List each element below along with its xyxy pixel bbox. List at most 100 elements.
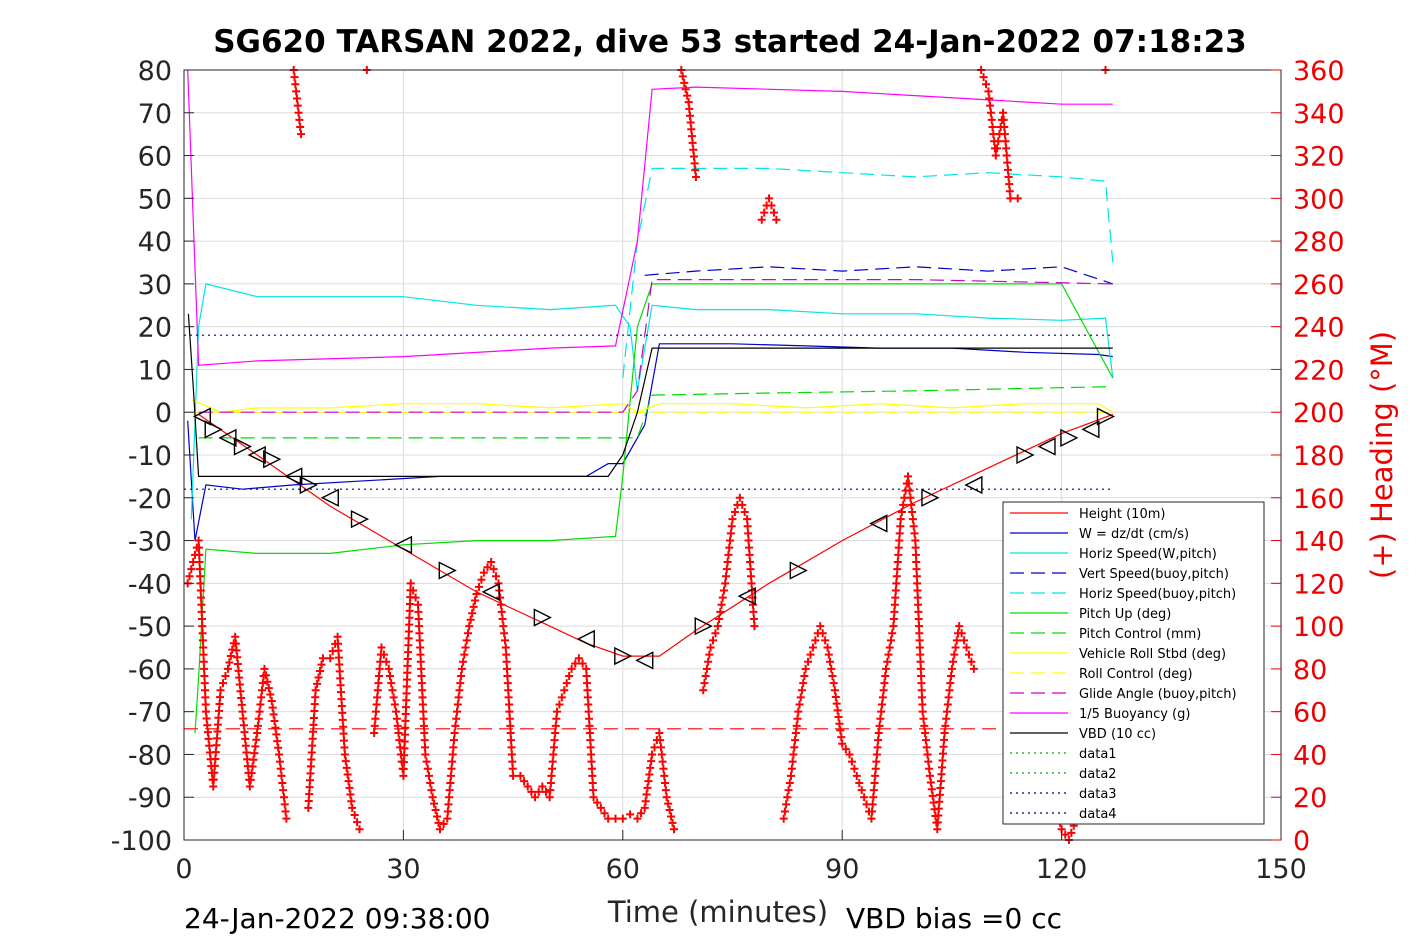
heading-marker	[780, 807, 789, 816]
heading-marker	[837, 733, 846, 742]
heading-marker	[446, 778, 455, 787]
heading-marker	[557, 693, 566, 702]
vbd-marker	[192, 407, 211, 426]
heading-marker	[747, 572, 756, 581]
heading-marker	[516, 771, 525, 780]
heading-marker	[699, 686, 708, 695]
heading-marker	[806, 650, 815, 659]
heading-marker	[399, 771, 408, 780]
heading-marker	[979, 73, 988, 82]
heading-marker	[400, 751, 409, 760]
heading-marker	[724, 550, 733, 559]
heading-marker	[891, 586, 900, 595]
heading-marker	[291, 80, 300, 89]
heading-marker	[717, 600, 726, 609]
heading-marker	[1002, 144, 1011, 153]
heading-marker	[934, 804, 943, 813]
heading-marker	[914, 600, 923, 609]
heading-marker	[337, 695, 346, 704]
heading-marker	[417, 664, 426, 673]
heading-marker	[735, 493, 744, 502]
chart-title: SG620 TARSAN 2022, dive 53 started 24-Ja…	[213, 24, 1247, 60]
heading-marker	[235, 680, 244, 689]
heading-marker	[660, 771, 669, 780]
heading-marker	[702, 664, 711, 673]
heading-marker	[987, 115, 996, 124]
heading-marker	[339, 722, 348, 731]
heading-marker	[992, 144, 1001, 153]
heading-marker	[826, 657, 835, 666]
heading-marker	[343, 770, 352, 779]
heading-marker	[405, 620, 414, 629]
heading-marker	[647, 757, 656, 766]
heading-marker	[277, 771, 286, 780]
heading-marker	[280, 800, 289, 809]
heading-marker	[239, 721, 248, 730]
heading-marker	[335, 667, 344, 676]
heading-marker	[795, 700, 804, 709]
heading-marker	[232, 646, 241, 655]
heading-marker	[468, 609, 477, 618]
heading-marker	[955, 622, 964, 631]
heading-marker	[405, 613, 414, 622]
heading-marker	[587, 757, 596, 766]
heading-marker	[502, 657, 511, 666]
heading-marker	[967, 657, 976, 666]
heading-marker	[204, 734, 213, 743]
heading-marker	[969, 664, 978, 673]
heading-marker	[340, 736, 349, 745]
heading-marker	[292, 94, 301, 103]
heading-marker	[633, 814, 642, 823]
heading-marker	[645, 770, 654, 779]
heading-marker	[847, 757, 856, 766]
heading-marker	[504, 686, 513, 695]
heading-marker	[260, 664, 269, 673]
heading-marker	[962, 643, 971, 652]
heading-marker	[382, 657, 391, 666]
heading-marker	[201, 707, 210, 716]
heading-marker	[370, 721, 379, 730]
heading-marker	[913, 579, 922, 588]
heading-marker	[443, 807, 452, 816]
y-tick-label: 10	[138, 355, 172, 386]
heading-marker	[925, 764, 934, 773]
heading-marker	[584, 707, 593, 716]
heading-marker	[816, 622, 825, 631]
heading-marker	[426, 778, 435, 787]
heading-marker	[986, 101, 995, 110]
heading-marker	[1000, 130, 1009, 139]
heading-marker	[258, 679, 267, 688]
heading-marker	[240, 728, 249, 737]
heading-marker	[418, 686, 427, 695]
heading-marker	[942, 714, 951, 723]
heading-marker	[347, 797, 356, 806]
heading-marker	[718, 593, 727, 602]
y2-tick-label: 20	[1293, 783, 1327, 814]
heading-marker	[765, 194, 774, 203]
heading-marker	[213, 727, 222, 736]
heading-marker	[203, 728, 212, 737]
heading-marker	[371, 707, 380, 716]
heading-marker	[918, 700, 927, 709]
vbd-marker	[393, 535, 413, 554]
heading-marker	[527, 787, 536, 796]
vbd-marker	[204, 420, 223, 439]
heading-marker	[986, 108, 995, 117]
heading-marker	[237, 700, 246, 709]
heading-marker	[784, 786, 793, 795]
heading-marker	[897, 508, 906, 517]
series-line	[194, 283, 1114, 734]
legend-entry: Vehicle Roll Stbd (deg)	[1079, 647, 1226, 662]
heading-marker	[957, 629, 966, 638]
series-layer	[184, 69, 1114, 734]
heading-marker	[565, 672, 574, 681]
heading-marker	[199, 650, 208, 659]
heading-marker	[811, 636, 820, 645]
heading-marker	[221, 672, 230, 681]
heading-marker	[427, 786, 436, 795]
y-tick-label: 0	[155, 398, 172, 429]
heading-marker	[871, 764, 880, 773]
heading-marker	[722, 565, 731, 574]
heading-marker	[949, 657, 958, 666]
heading-marker	[197, 614, 206, 623]
